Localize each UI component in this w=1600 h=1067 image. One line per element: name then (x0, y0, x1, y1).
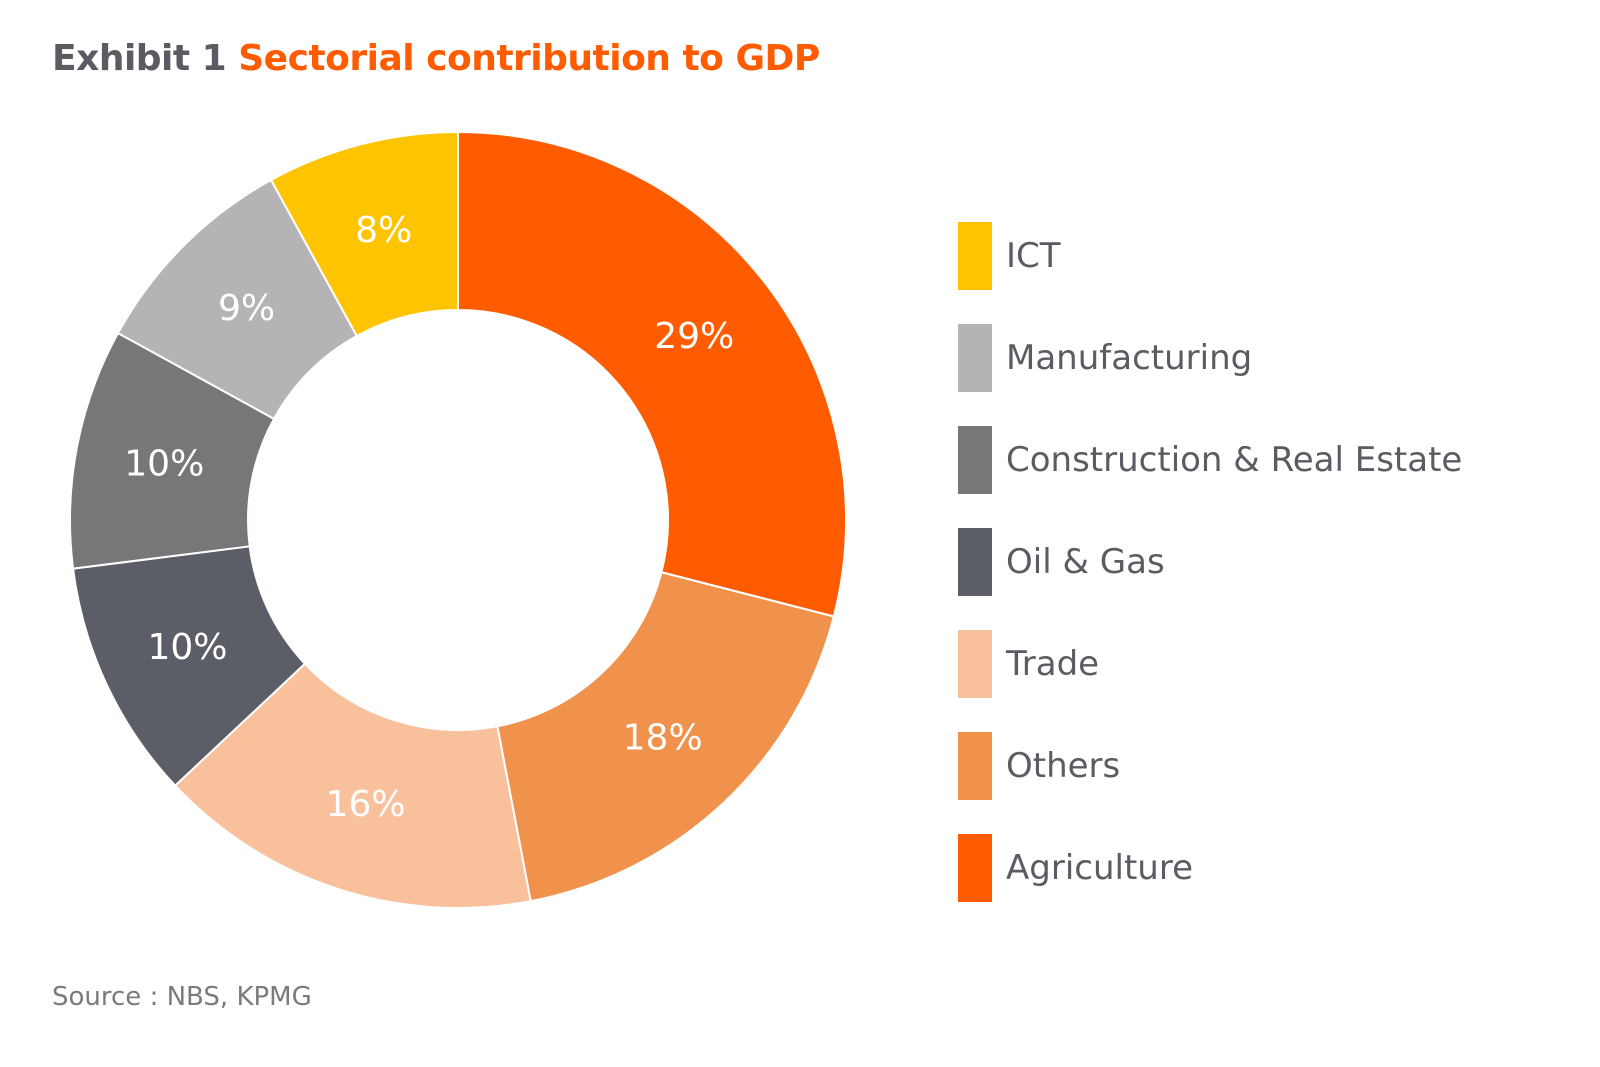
legend-swatch-construction-real-estate (958, 426, 992, 494)
slice-label-construction-real-estate: 10% (124, 443, 204, 484)
slice-label-oil-gas: 10% (147, 627, 227, 668)
legend-swatch-manufacturing (958, 324, 992, 392)
legend-item-construction-real-estate: Construction & Real Estate (958, 426, 1462, 494)
chart-title-text: Sectorial contribution to GDP (238, 38, 820, 79)
slice-label-agriculture: 29% (654, 316, 734, 357)
slice-label-others: 18% (623, 717, 703, 758)
slice-agriculture (457, 130, 847, 618)
slice-ict (269, 130, 459, 338)
legend-item-manufacturing: Manufacturing (958, 324, 1462, 392)
slice-label-trade: 16% (326, 784, 406, 825)
slice-label-ict: 8% (355, 210, 412, 251)
legend-label-agriculture: Agriculture (1006, 848, 1193, 888)
legend-item-oil-gas: Oil & Gas (958, 528, 1462, 596)
chart-legend: ICT Manufacturing Construction & Real Esta… (958, 222, 1462, 936)
exhibit-number: Exhibit 1 (52, 38, 227, 79)
legend-swatch-ict (958, 222, 992, 290)
legend-swatch-trade (958, 630, 992, 698)
legend-label-manufacturing: Manufacturing (1006, 338, 1253, 378)
slice-trade (173, 662, 532, 909)
legend-label-ict: ICT (1006, 236, 1061, 276)
legend-item-ict: ICT (958, 222, 1462, 290)
legend-swatch-others (958, 732, 992, 800)
legend-item-others: Others (958, 732, 1462, 800)
legend-label-construction-real-estate: Construction & Real Estate (1006, 440, 1463, 480)
legend-swatch-oil-gas (958, 528, 992, 596)
legend-item-trade: Trade (958, 630, 1462, 698)
legend-label-others: Others (1006, 746, 1121, 786)
chart-title: Exhibit 1 Sectorial contribution to GDP (52, 38, 820, 79)
legend-label-trade: Trade (1006, 644, 1100, 684)
legend-label-oil-gas: Oil & Gas (1006, 542, 1165, 582)
source-note: Source : NBS, KPMG (52, 982, 312, 1012)
legend-swatch-agriculture (958, 834, 992, 902)
slice-label-manufacturing: 9% (218, 288, 275, 329)
legend-item-agriculture: Agriculture (958, 834, 1462, 902)
slice-others (496, 571, 836, 903)
